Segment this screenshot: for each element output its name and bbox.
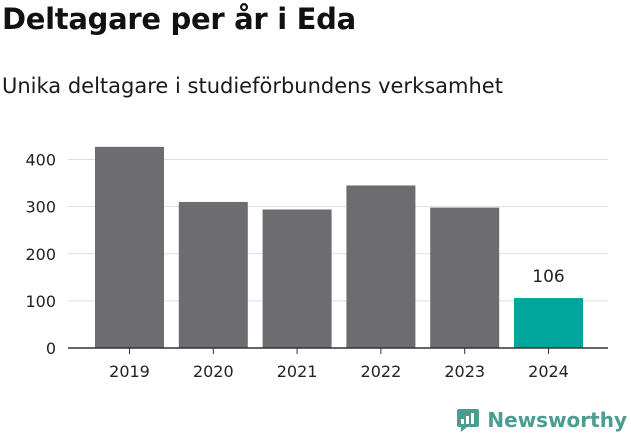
y-tick-label: 300 [25,198,56,217]
bar-2019 [95,146,164,348]
y-tick-label: 200 [25,245,56,264]
bar-2023 [430,207,500,348]
bar-2020 [178,201,248,348]
newsworthy-logo-icon [457,409,480,432]
bars [95,146,583,348]
x-tick-label: 2019 [109,362,150,381]
axes: 0 100 200 300 400 2019 2020 2021 2022 2023 2024 [25,151,608,381]
chart-subtitle: Unika deltagare i studieförbundens verks… [2,74,503,98]
bar-2022 [346,185,416,348]
y-tick-label: 100 [25,292,56,311]
x-tick-label: 2023 [444,362,485,381]
x-tick-label: 2021 [277,362,318,381]
x-tick-label: 2022 [361,362,402,381]
y-tick-label: 0 [46,339,56,358]
chart-title: Deltagare per år i Eda [2,2,356,36]
data-labels: 106 [532,267,564,287]
bar-2021 [262,209,332,348]
brand-name: Newsworthy [487,408,627,432]
x-tick-label: 2020 [193,362,234,381]
data-label: 106 [532,267,564,287]
y-tick-label: 400 [25,151,56,170]
x-tick-label: 2024 [528,362,569,381]
bar-2024 [514,298,583,348]
brand-logo: Newsworthy [455,407,627,433]
